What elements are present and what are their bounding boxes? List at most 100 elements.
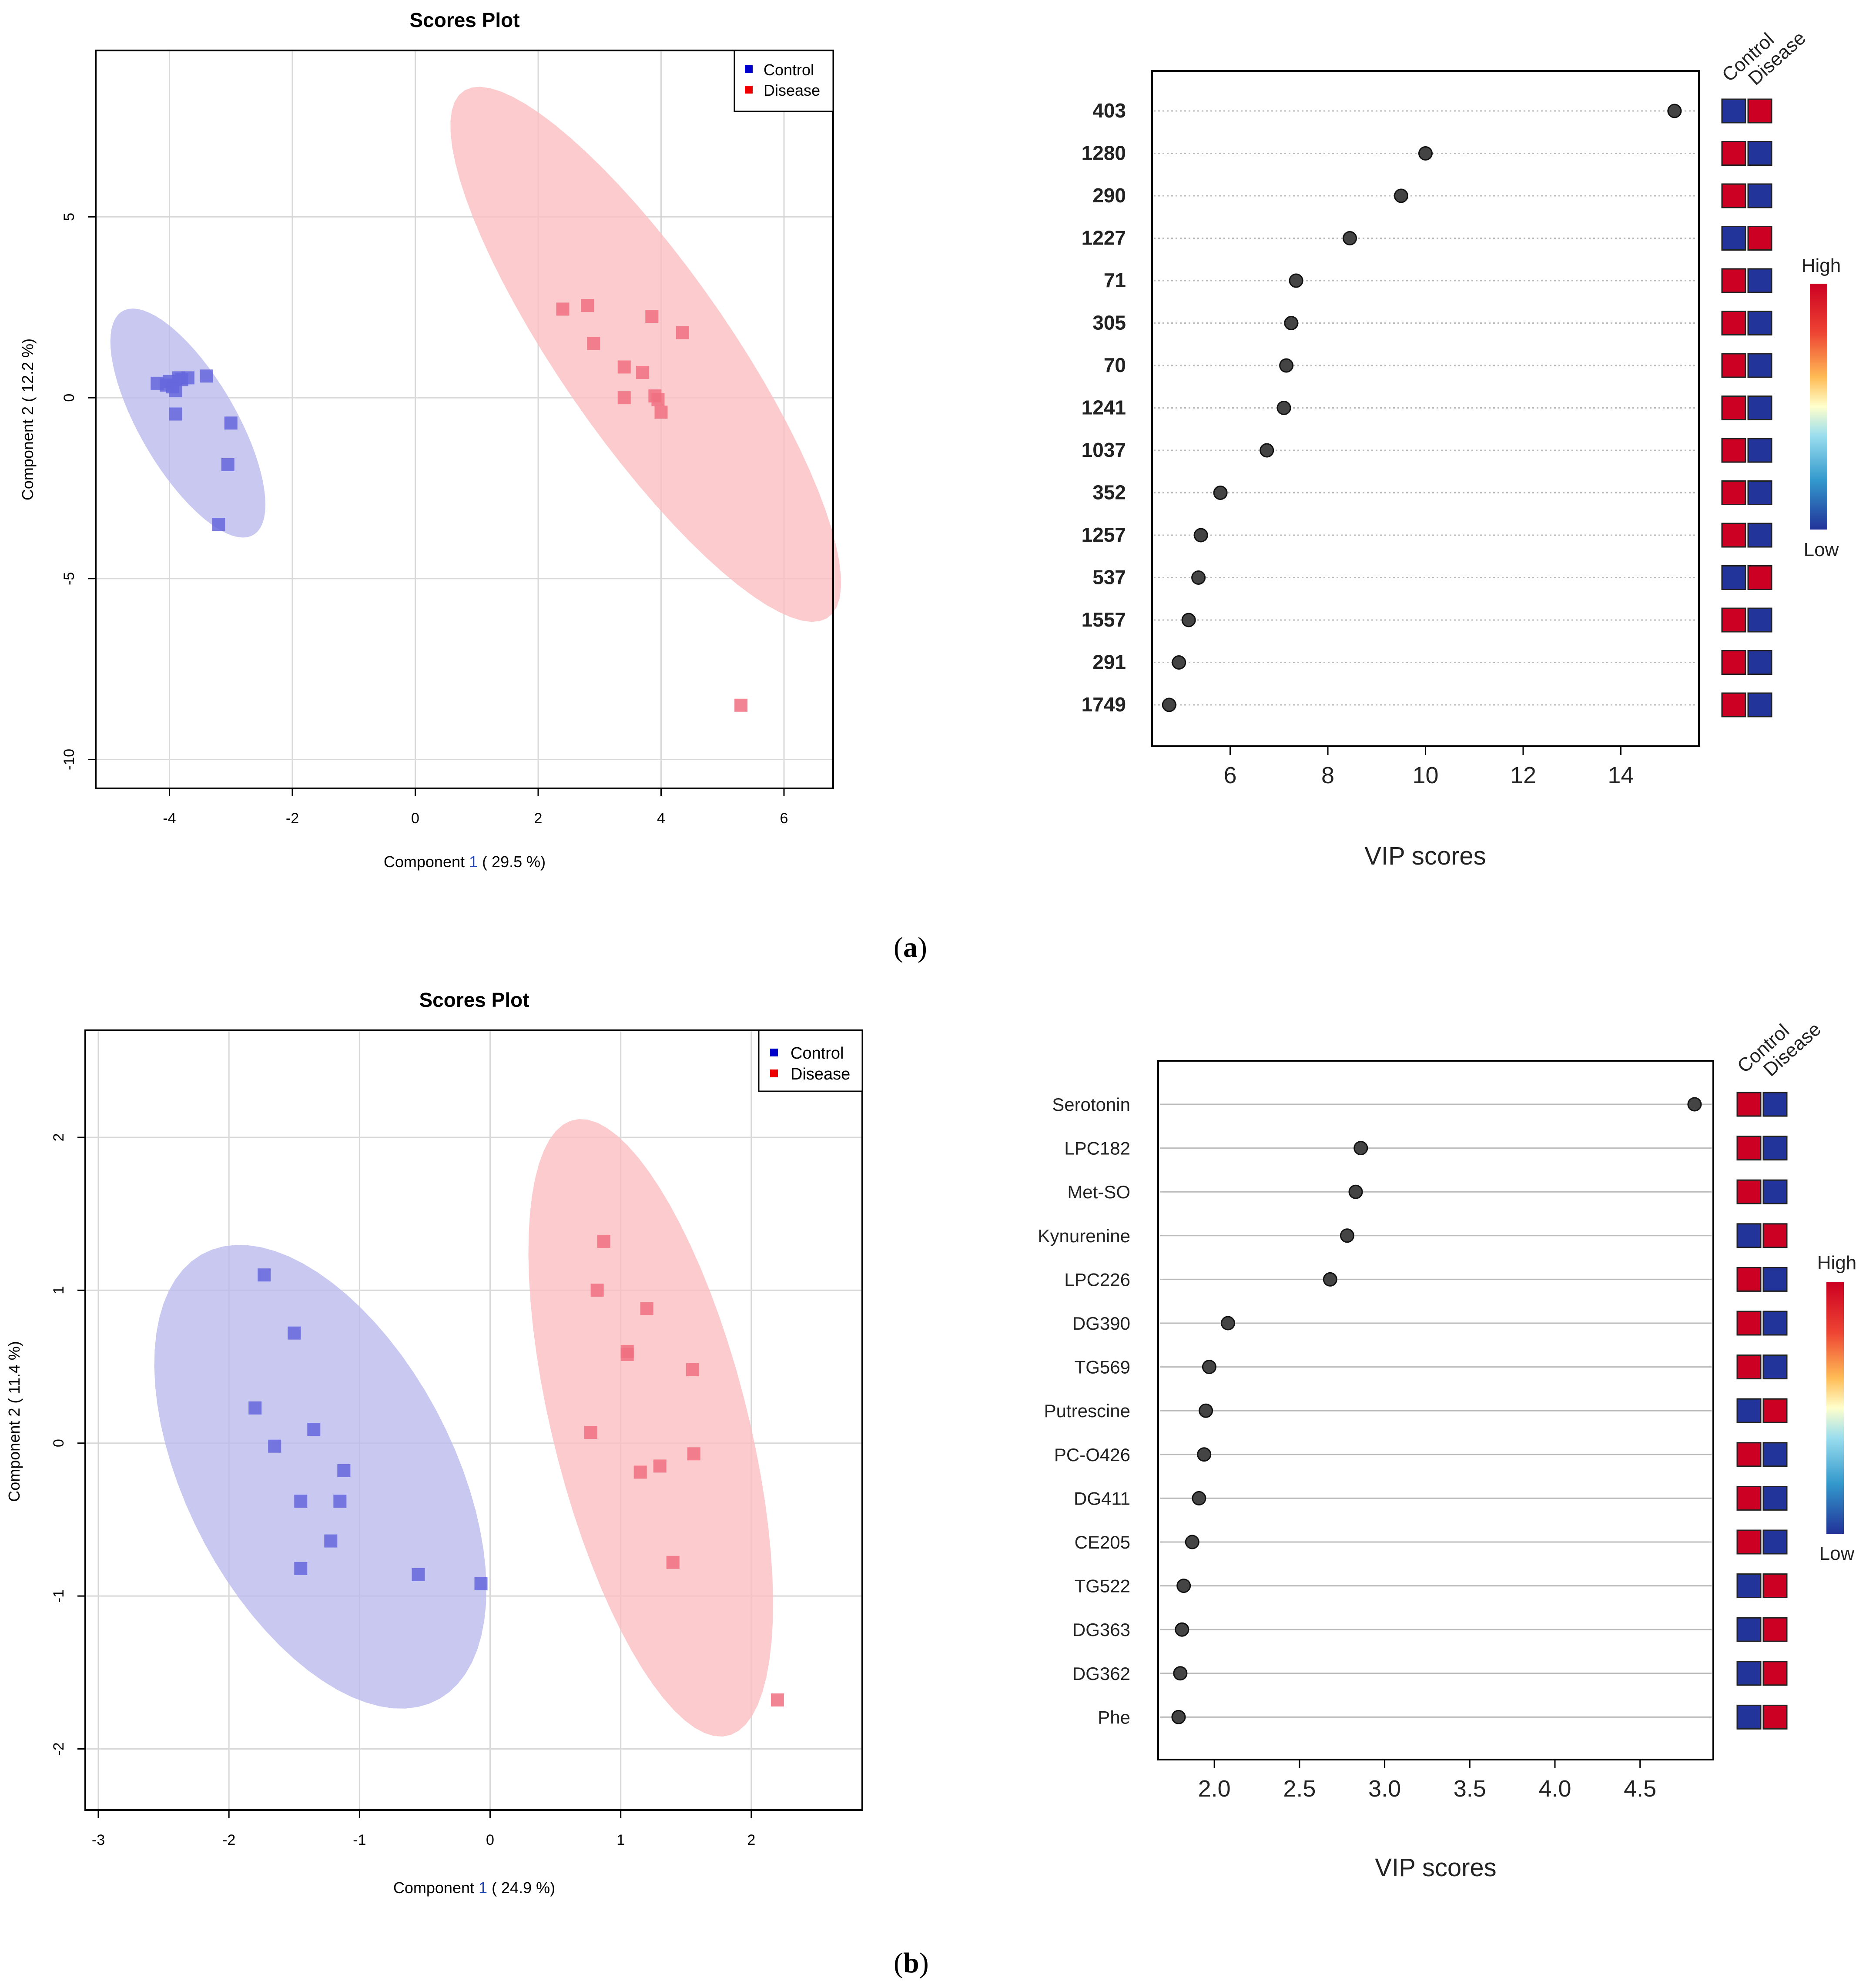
panel-label-a: (a) xyxy=(894,932,927,963)
x-axis-label: Component 1 ( 24.9 %) xyxy=(393,1879,555,1897)
vip-point xyxy=(1199,1403,1213,1418)
heat-cell-disease xyxy=(1747,268,1772,293)
row-label: 1257 xyxy=(1082,523,1126,546)
heat-cell-disease xyxy=(1747,523,1772,548)
heat-cell-control xyxy=(1736,1311,1762,1336)
row-label: DG411 xyxy=(1074,1488,1130,1509)
y-axis-label: Component 2 ( 11.4 %) xyxy=(5,1341,23,1502)
vip-point xyxy=(1220,1316,1235,1331)
chart-title: Scores Plot xyxy=(419,989,529,1011)
legend-control-swatch xyxy=(745,65,753,73)
point-control xyxy=(307,1423,321,1436)
vip-point xyxy=(1171,1710,1186,1724)
point-control xyxy=(288,1326,301,1340)
vip-point xyxy=(1193,528,1208,543)
heat-cell-control xyxy=(1736,1398,1762,1423)
x-tick-label: -1 xyxy=(353,1832,366,1848)
row-label: PC-O426 xyxy=(1054,1445,1130,1465)
vip-point xyxy=(1197,1447,1212,1462)
point-disease xyxy=(636,365,650,379)
point-disease xyxy=(633,1465,647,1479)
heat-cell-control xyxy=(1736,1617,1762,1642)
row-label: 403 xyxy=(1092,99,1126,122)
x-tick-label: 10 xyxy=(1412,762,1438,788)
y-tick-label: 0 xyxy=(61,394,77,402)
point-disease xyxy=(590,1284,604,1297)
heat-cell-control xyxy=(1721,311,1746,335)
vip-point xyxy=(1276,401,1291,415)
plot-frame xyxy=(1157,1060,1714,1760)
colorbar xyxy=(1810,284,1827,530)
heat-cell-disease xyxy=(1747,396,1772,420)
point-disease xyxy=(676,326,689,339)
point-control xyxy=(200,369,213,383)
vip-point xyxy=(1191,570,1206,585)
heat-cell-control xyxy=(1721,353,1746,378)
x-tick-label: -2 xyxy=(286,810,299,827)
point-control xyxy=(333,1495,347,1508)
heat-cell-disease xyxy=(1762,1529,1788,1555)
heat-cell-disease xyxy=(1747,438,1772,463)
point-control xyxy=(248,1401,262,1415)
vip-point xyxy=(1279,358,1294,373)
row-label: CE205 xyxy=(1075,1532,1130,1552)
point-disease xyxy=(666,1556,680,1569)
point-disease xyxy=(771,1693,784,1707)
x-tick-label: 0 xyxy=(486,1832,494,1848)
panel-label-b: (b) xyxy=(894,1947,929,1979)
row-label: DG362 xyxy=(1072,1663,1130,1684)
colorbar-high-label: High xyxy=(1817,1252,1857,1274)
legend-disease-label: Disease xyxy=(791,1065,850,1083)
heat-cell-control xyxy=(1736,1704,1762,1730)
point-control xyxy=(258,1268,271,1282)
vip-point xyxy=(1667,104,1682,118)
heat-cell-control xyxy=(1721,480,1746,505)
score-points xyxy=(151,299,748,712)
x-tick-label: 6 xyxy=(1224,762,1237,788)
vip-point xyxy=(1202,1360,1216,1375)
heat-cell-disease xyxy=(1762,1704,1788,1730)
heat-cell-control xyxy=(1736,1092,1762,1117)
x-axis-label: VIP scores xyxy=(1364,842,1486,870)
ellipse-control xyxy=(110,308,266,538)
x-tick-label: 2 xyxy=(534,810,543,827)
heat-cell-control xyxy=(1721,226,1746,251)
chart-title: Scores Plot xyxy=(409,9,519,31)
legend-disease-label: Disease xyxy=(764,81,820,99)
row-label: 537 xyxy=(1092,566,1126,589)
row-label: TG522 xyxy=(1075,1576,1130,1596)
point-disease xyxy=(686,1363,699,1377)
heat-cell-control xyxy=(1721,396,1746,420)
panel-b-vip-plot: Serotonin LPC182 Met-SO Kynurenine LPC226 DG3… xyxy=(1038,1019,1857,1882)
row-label: 1227 xyxy=(1082,227,1126,249)
vip-point xyxy=(1418,146,1433,161)
point-control xyxy=(221,458,235,471)
heat-cell-disease xyxy=(1762,1267,1788,1292)
x-ticks: -3 -2 -1 0 1 2 xyxy=(92,1810,755,1848)
legend-control-label: Control xyxy=(764,61,814,79)
row-label: 1037 xyxy=(1082,439,1126,461)
row-label: Serotonin xyxy=(1052,1094,1130,1115)
heat-cell-control xyxy=(1736,1223,1762,1248)
x-tick-label: 14 xyxy=(1608,762,1634,788)
x-tick-label: 4.0 xyxy=(1538,1776,1571,1802)
row-label: DG390 xyxy=(1072,1313,1130,1334)
ellipse-disease xyxy=(450,87,841,622)
colorbar-low-label: Low xyxy=(1804,539,1839,560)
vip-point xyxy=(1176,1579,1191,1593)
point-disease xyxy=(645,310,659,323)
row-label: 290 xyxy=(1092,184,1126,207)
y-axis-label: Component 2 ( 12.2 %) xyxy=(19,339,37,500)
heat-cell-control xyxy=(1721,268,1746,293)
x-tick-label: 2.5 xyxy=(1283,1776,1316,1802)
x-tick-label: 12 xyxy=(1510,762,1536,788)
y-tick-label: 1 xyxy=(50,1286,67,1294)
point-control xyxy=(181,371,194,385)
y-tick-label: 0 xyxy=(50,1439,67,1447)
heat-cell-control xyxy=(1736,1442,1762,1467)
y-tick-label: -5 xyxy=(61,572,77,585)
legend-control-label: Control xyxy=(791,1044,844,1063)
point-disease xyxy=(581,299,594,312)
row-label: 70 xyxy=(1104,354,1126,376)
row-label: LPC182 xyxy=(1064,1138,1130,1159)
